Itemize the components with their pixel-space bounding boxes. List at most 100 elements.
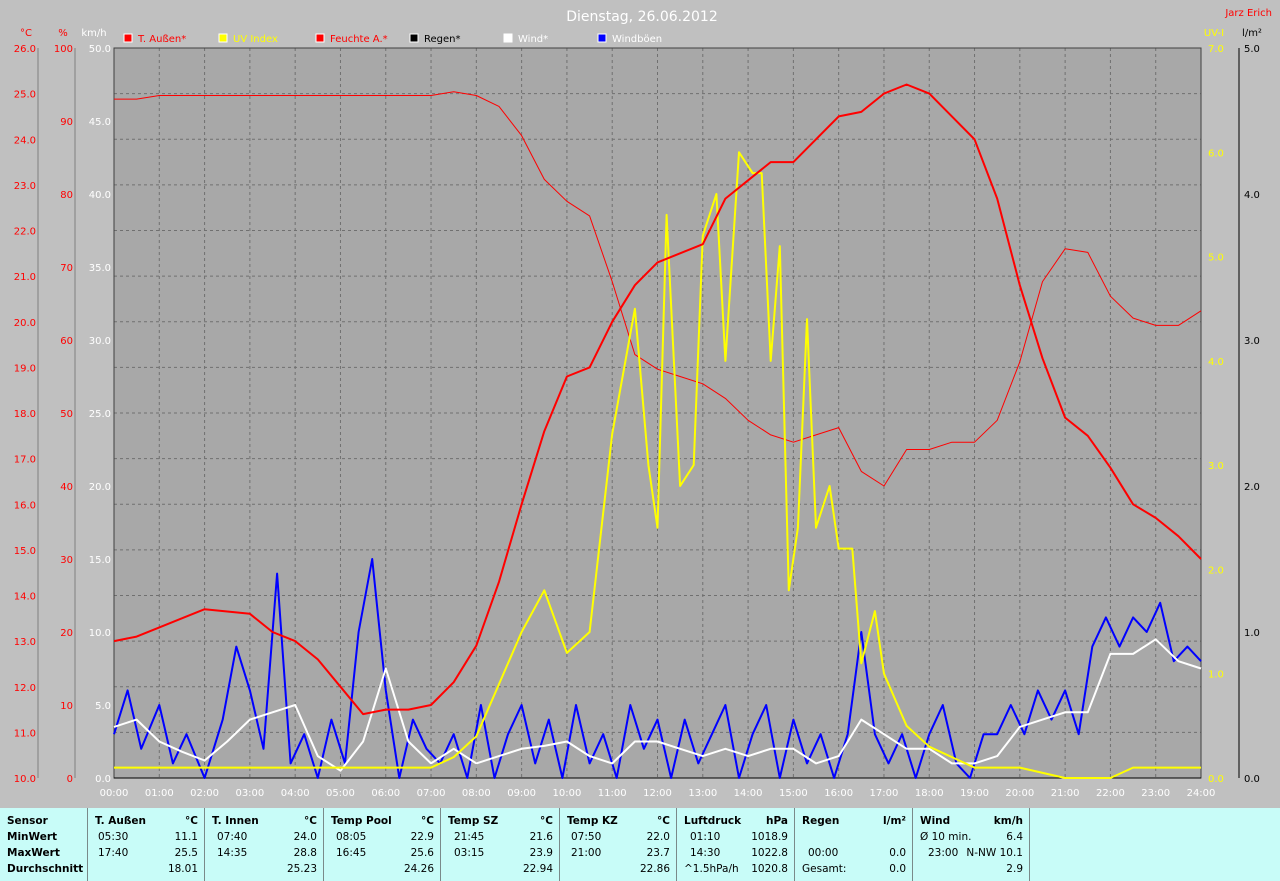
stats-sensor-header: Sensor [7, 815, 48, 827]
stats-max-value: 1022.8 [751, 847, 788, 859]
time-tick-label: 23:00 [1141, 788, 1170, 799]
uv-unit-label: UV-I [1204, 28, 1224, 39]
time-tick-label: 18:00 [915, 788, 944, 799]
stats-header: Temp SZ [448, 815, 499, 827]
wind-tick-label: 5.0 [95, 701, 111, 712]
time-tick-label: 17:00 [870, 788, 899, 799]
stats-min-value: 22.0 [646, 831, 670, 843]
rain-tick-label: 4.0 [1244, 190, 1260, 201]
stats-header: T. Außen [95, 815, 146, 827]
stats-avg-value: 25.23 [286, 863, 317, 875]
stats-avg-value: 1020.8 [751, 863, 788, 875]
legend-label: UV Index [233, 34, 278, 45]
temp-tick-label: 10.0 [14, 774, 36, 785]
stats-header: Temp KZ [567, 815, 618, 827]
time-tick-label: 07:00 [417, 788, 446, 799]
stats-max-time: 23:00 [928, 847, 959, 859]
stats-unit: °C [185, 815, 198, 827]
stats-total-value: 0.0 [889, 863, 906, 875]
stats-min-label: MinWert [7, 831, 58, 843]
wind-tick-label: 20.0 [89, 482, 111, 493]
stats-max-time: 00:00 [808, 847, 839, 859]
legend-label: Wind* [518, 34, 548, 45]
stats-max-value: 0.0 [889, 847, 906, 859]
stats-unit: hPa [766, 815, 788, 827]
temp-unit-label: °C [20, 28, 32, 39]
humidity-tick-label: 100 [54, 44, 73, 55]
uv-tick-label: 5.0 [1208, 253, 1224, 264]
time-tick-label: 16:00 [824, 788, 853, 799]
stats-min-time: 01:10 [690, 831, 721, 843]
wind-tick-label: 25.0 [89, 409, 111, 420]
humidity-tick-label: 90 [60, 117, 73, 128]
wind-tick-label: 50.0 [89, 44, 111, 55]
stats-col-t-innen: T. Innen °C 07:40 24.0 14:35 28.8 25.23 [205, 808, 324, 881]
legend-swatch [123, 33, 133, 43]
time-tick-label: 09:00 [507, 788, 536, 799]
chart-title: Dienstag, 26.06.2012 [566, 9, 717, 25]
stats-min-value: 22.9 [410, 831, 434, 843]
rain-tick-label: 2.0 [1244, 482, 1260, 493]
stats-min-value: 6.4 [1006, 831, 1023, 843]
time-tick-label: 05:00 [326, 788, 355, 799]
stats-unit: km/h [993, 815, 1023, 827]
temp-tick-label: 13.0 [14, 637, 36, 648]
uv-tick-label: 4.0 [1208, 357, 1224, 368]
stats-min-value: 11.1 [174, 831, 198, 843]
rain-unit-label: l/m² [1242, 28, 1262, 39]
weather-chart: Dienstag, 26.06.2012 Jarz Erich °C % km/… [14, 8, 1272, 799]
humidity-tick-label: 40 [60, 482, 73, 493]
stats-col-temp-sz: Temp SZ °C 21:45 21.6 03:15 23.9 22.94 [441, 808, 560, 881]
stats-max-value: N-NW 10.1 [966, 847, 1023, 859]
uv-tick-label: 6.0 [1208, 148, 1224, 159]
stats-min-time: 07:40 [217, 831, 248, 843]
uv-tick-label: 0.0 [1208, 774, 1224, 785]
stats-min-time: 07:50 [571, 831, 602, 843]
uv-tick-label: 1.0 [1208, 670, 1224, 681]
stats-avg-value: 22.86 [639, 863, 670, 875]
series-line-feuchte-a [114, 91, 1202, 487]
temp-tick-label: 26.0 [14, 44, 36, 55]
series-line-windb-en [113, 558, 1202, 779]
humidity-tick-label: 50 [60, 409, 73, 420]
temp-tick-label: 11.0 [14, 728, 36, 739]
temp-tick-label: 23.0 [14, 181, 36, 192]
stats-min-time: 05:30 [98, 831, 129, 843]
stats-max-time: 17:40 [98, 847, 129, 859]
rain-tick-label: 3.0 [1244, 336, 1260, 347]
time-tick-label: 21:00 [1051, 788, 1080, 799]
wind-tick-label: 10.0 [89, 628, 111, 639]
stats-min-time: Ø 10 min. [920, 831, 972, 843]
stats-col-wind: Wind km/h Ø 10 min. 6.4 23:00 N-NW 10.1 … [913, 808, 1030, 881]
stats-header: Luftdruck [684, 815, 742, 827]
stats-col-sensor: Sensor MinWert MaxWert Durchschnitt [0, 808, 88, 881]
time-tick-label: 24:00 [1187, 788, 1216, 799]
temp-tick-label: 12.0 [14, 683, 36, 694]
temp-tick-label: 16.0 [14, 500, 36, 511]
chart-legend: T. Außen* UV Index Feuchte A.* Regen* Wind* W… [123, 33, 662, 45]
stats-min-value: 24.0 [293, 831, 317, 843]
temp-tick-label: 18.0 [14, 409, 36, 420]
time-tick-label: 22:00 [1096, 788, 1125, 799]
stats-max-value: 25.5 [174, 847, 198, 859]
stats-header: Regen [802, 815, 840, 827]
wind-tick-label: 45.0 [89, 117, 111, 128]
time-tick-label: 19:00 [960, 788, 989, 799]
series-line-t-au-en [113, 83, 1202, 716]
humidity-tick-label: 10 [60, 701, 73, 712]
legend-swatch [597, 33, 607, 43]
legend-swatch [409, 33, 419, 43]
time-tick-label: 20:00 [1005, 788, 1034, 799]
stats-unit: °C [304, 815, 317, 827]
time-tick-label: 13:00 [688, 788, 717, 799]
stats-unit: l/m² [883, 815, 906, 827]
temp-tick-label: 22.0 [14, 227, 36, 238]
stats-max-time: 21:00 [571, 847, 602, 859]
wind-tick-label: 35.0 [89, 263, 111, 274]
time-tick-label: 06:00 [371, 788, 400, 799]
time-tick-label: 14:00 [734, 788, 763, 799]
temp-tick-label: 14.0 [14, 592, 36, 603]
wind-tick-label: 30.0 [89, 336, 111, 347]
humidity-tick-label: 0 [67, 774, 73, 785]
stats-unit: °C [421, 815, 434, 827]
